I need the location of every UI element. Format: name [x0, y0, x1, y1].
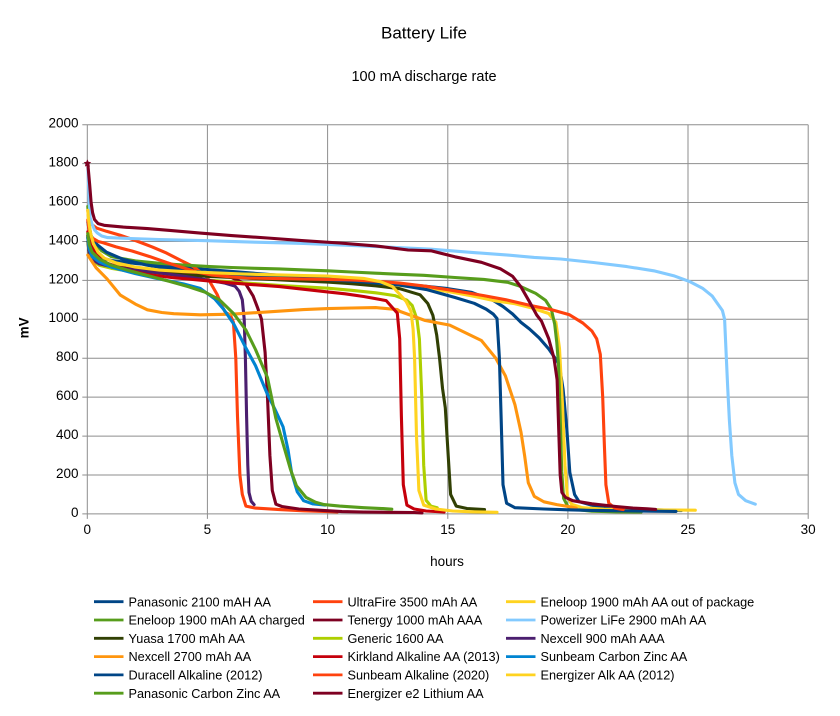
svg-text:hours: hours — [430, 554, 464, 569]
svg-text:1800: 1800 — [48, 155, 78, 170]
svg-text:15: 15 — [440, 522, 455, 537]
svg-text:1400: 1400 — [48, 232, 78, 247]
svg-text:Energizer e2 Lithium AA: Energizer e2 Lithium AA — [348, 687, 485, 701]
svg-text:100 mA discharge rate: 100 mA discharge rate — [351, 69, 496, 85]
svg-text:Sunbeam Carbon Zinc AA: Sunbeam Carbon Zinc AA — [541, 650, 688, 664]
svg-text:5: 5 — [204, 522, 212, 537]
svg-text:20: 20 — [560, 522, 575, 537]
svg-text:Nexcell 2700 mAh AA: Nexcell 2700 mAh AA — [129, 650, 252, 664]
svg-text:Tenergy 1000 mAh AAA: Tenergy 1000 mAh AAA — [348, 614, 483, 628]
svg-text:Panasonic 2100 mAH AA: Panasonic 2100 mAH AA — [129, 595, 272, 609]
svg-text:mV: mV — [16, 317, 31, 338]
svg-text:Battery Life: Battery Life — [381, 23, 467, 42]
svg-text:Kirkland Alkaline AA (2013): Kirkland Alkaline AA (2013) — [348, 650, 500, 664]
svg-text:Eneloop 1900 mAh AA out of pac: Eneloop 1900 mAh AA out of package — [541, 595, 755, 609]
svg-text:0: 0 — [71, 505, 79, 520]
svg-text:1600: 1600 — [48, 193, 78, 208]
svg-text:UltraFire 3500 mAh AA: UltraFire 3500 mAh AA — [348, 595, 478, 609]
svg-text:Powerizer LiFe 2900 mAh AA: Powerizer LiFe 2900 mAh AA — [541, 614, 707, 628]
svg-text:200: 200 — [56, 466, 79, 481]
svg-text:0: 0 — [84, 522, 92, 537]
svg-text:Yuasa 1700 mAh AA: Yuasa 1700 mAh AA — [129, 632, 246, 646]
svg-text:Eneloop 1900 mAh AA charged: Eneloop 1900 mAh AA charged — [129, 614, 305, 628]
svg-text:1000: 1000 — [48, 310, 78, 325]
svg-text:600: 600 — [56, 388, 79, 403]
svg-text:Panasonic Carbon Zinc AA: Panasonic Carbon Zinc AA — [129, 687, 281, 701]
svg-text:Energizer Alk AA (2012): Energizer Alk AA (2012) — [541, 669, 675, 683]
svg-text:Nexcell 900 mAh AAA: Nexcell 900 mAh AAA — [541, 632, 666, 646]
svg-text:Sunbeam Alkaline (2020): Sunbeam Alkaline (2020) — [348, 669, 490, 683]
svg-text:Duracell Alkaline (2012): Duracell Alkaline (2012) — [129, 669, 263, 683]
svg-text:400: 400 — [56, 427, 79, 442]
svg-text:10: 10 — [320, 522, 335, 537]
svg-text:1200: 1200 — [48, 271, 78, 286]
svg-text:Generic 1600 AA: Generic 1600 AA — [348, 632, 444, 646]
svg-text:25: 25 — [680, 522, 695, 537]
svg-text:2000: 2000 — [48, 116, 78, 131]
svg-text:30: 30 — [801, 522, 816, 537]
svg-text:800: 800 — [56, 349, 79, 364]
